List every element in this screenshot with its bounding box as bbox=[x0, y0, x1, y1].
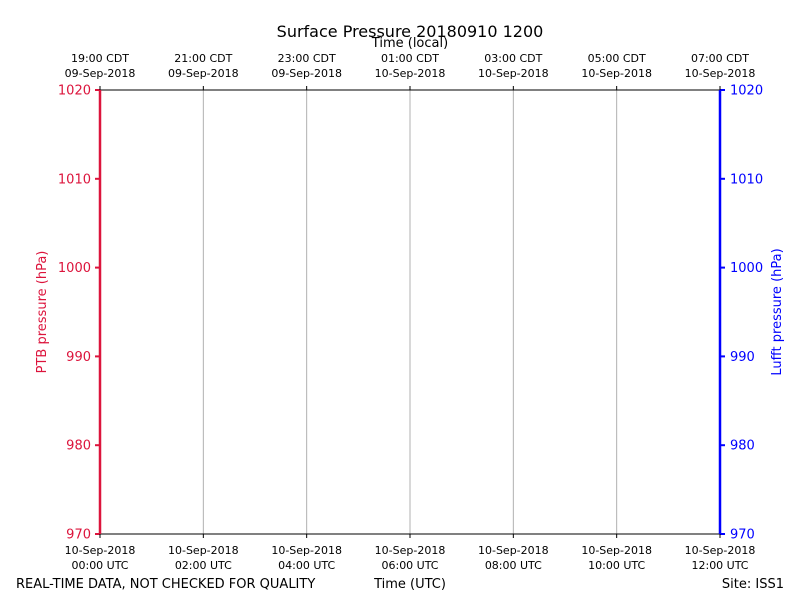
top-tick-label: 23:00 CDT bbox=[278, 52, 336, 65]
bottom-axis-ticks: 10-Sep-2018 00:00 UTC 10-Sep-2018 02:00 UTC… bbox=[65, 534, 756, 572]
top-tick-label: 03:00 CDT bbox=[484, 52, 542, 65]
top-tick-label: 05:00 CDT bbox=[588, 52, 646, 65]
top-tick-label: 10-Sep-2018 bbox=[478, 67, 549, 80]
chart-title: Surface Pressure 20180910 1200 bbox=[277, 22, 544, 41]
left-tick-label: 1010 bbox=[58, 172, 91, 187]
footer-site: Site: ISS1 bbox=[722, 577, 784, 592]
left-tick-label: 990 bbox=[66, 350, 91, 365]
bottom-tick-label: 10-Sep-2018 bbox=[478, 544, 549, 557]
right-tick-label: 1010 bbox=[730, 172, 763, 187]
top-tick-label: 10-Sep-2018 bbox=[581, 67, 652, 80]
right-tick-label: 1020 bbox=[730, 84, 763, 99]
left-axis-label: PTB pressure (hPa) bbox=[35, 251, 50, 374]
right-tick-label: 970 bbox=[730, 528, 755, 543]
top-tick-label: 01:00 CDT bbox=[381, 52, 439, 65]
top-tick-label: 09-Sep-2018 bbox=[271, 67, 342, 80]
right-tick-label: 990 bbox=[730, 350, 755, 365]
bottom-tick-label: 10-Sep-2018 bbox=[685, 544, 756, 557]
bottom-axis-label: Time (UTC) bbox=[373, 577, 446, 592]
top-tick-label: 10-Sep-2018 bbox=[375, 67, 446, 80]
top-tick-label: 21:00 CDT bbox=[174, 52, 232, 65]
left-tick-label: 1000 bbox=[58, 261, 91, 276]
right-axis-label: Lufft pressure (hPa) bbox=[770, 248, 785, 375]
left-tick-label: 1020 bbox=[58, 84, 91, 99]
bottom-tick-label: 00:00 UTC bbox=[71, 559, 128, 572]
top-tick-label: 19:00 CDT bbox=[71, 52, 129, 65]
bottom-tick-label: 02:00 UTC bbox=[175, 559, 232, 572]
bottom-tick-label: 10-Sep-2018 bbox=[65, 544, 136, 557]
bottom-tick-label: 06:00 UTC bbox=[381, 559, 438, 572]
bottom-tick-label: 10-Sep-2018 bbox=[271, 544, 342, 557]
left-tick-label: 980 bbox=[66, 439, 91, 454]
bottom-tick-label: 10-Sep-2018 bbox=[375, 544, 446, 557]
footer-quality-note: REAL-TIME DATA, NOT CHECKED FOR QUALITY bbox=[16, 577, 315, 592]
bottom-tick-label: 10:00 UTC bbox=[588, 559, 645, 572]
right-axis-ticks: 970 980 990 1000 1010 1020 bbox=[720, 84, 763, 543]
top-axis-label: Time (local) bbox=[371, 36, 448, 51]
bottom-tick-label: 10-Sep-2018 bbox=[581, 544, 652, 557]
top-tick-label: 09-Sep-2018 bbox=[168, 67, 239, 80]
top-tick-label: 10-Sep-2018 bbox=[685, 67, 756, 80]
bottom-tick-label: 08:00 UTC bbox=[485, 559, 542, 572]
bottom-tick-label: 12:00 UTC bbox=[691, 559, 748, 572]
bottom-tick-label: 10-Sep-2018 bbox=[168, 544, 239, 557]
grid-lines bbox=[202, 90, 618, 534]
top-tick-label: 09-Sep-2018 bbox=[65, 67, 136, 80]
left-tick-label: 970 bbox=[66, 528, 91, 543]
bottom-tick-label: 04:00 UTC bbox=[278, 559, 335, 572]
right-tick-label: 980 bbox=[730, 439, 755, 454]
top-tick-label: 07:00 CDT bbox=[691, 52, 749, 65]
right-tick-label: 1000 bbox=[730, 261, 763, 276]
left-axis-ticks: 970 980 990 1000 1010 1020 bbox=[58, 84, 100, 543]
top-axis-ticks: 19:00 CDT 09-Sep-2018 21:00 CDT 09-Sep-2018… bbox=[65, 52, 756, 90]
